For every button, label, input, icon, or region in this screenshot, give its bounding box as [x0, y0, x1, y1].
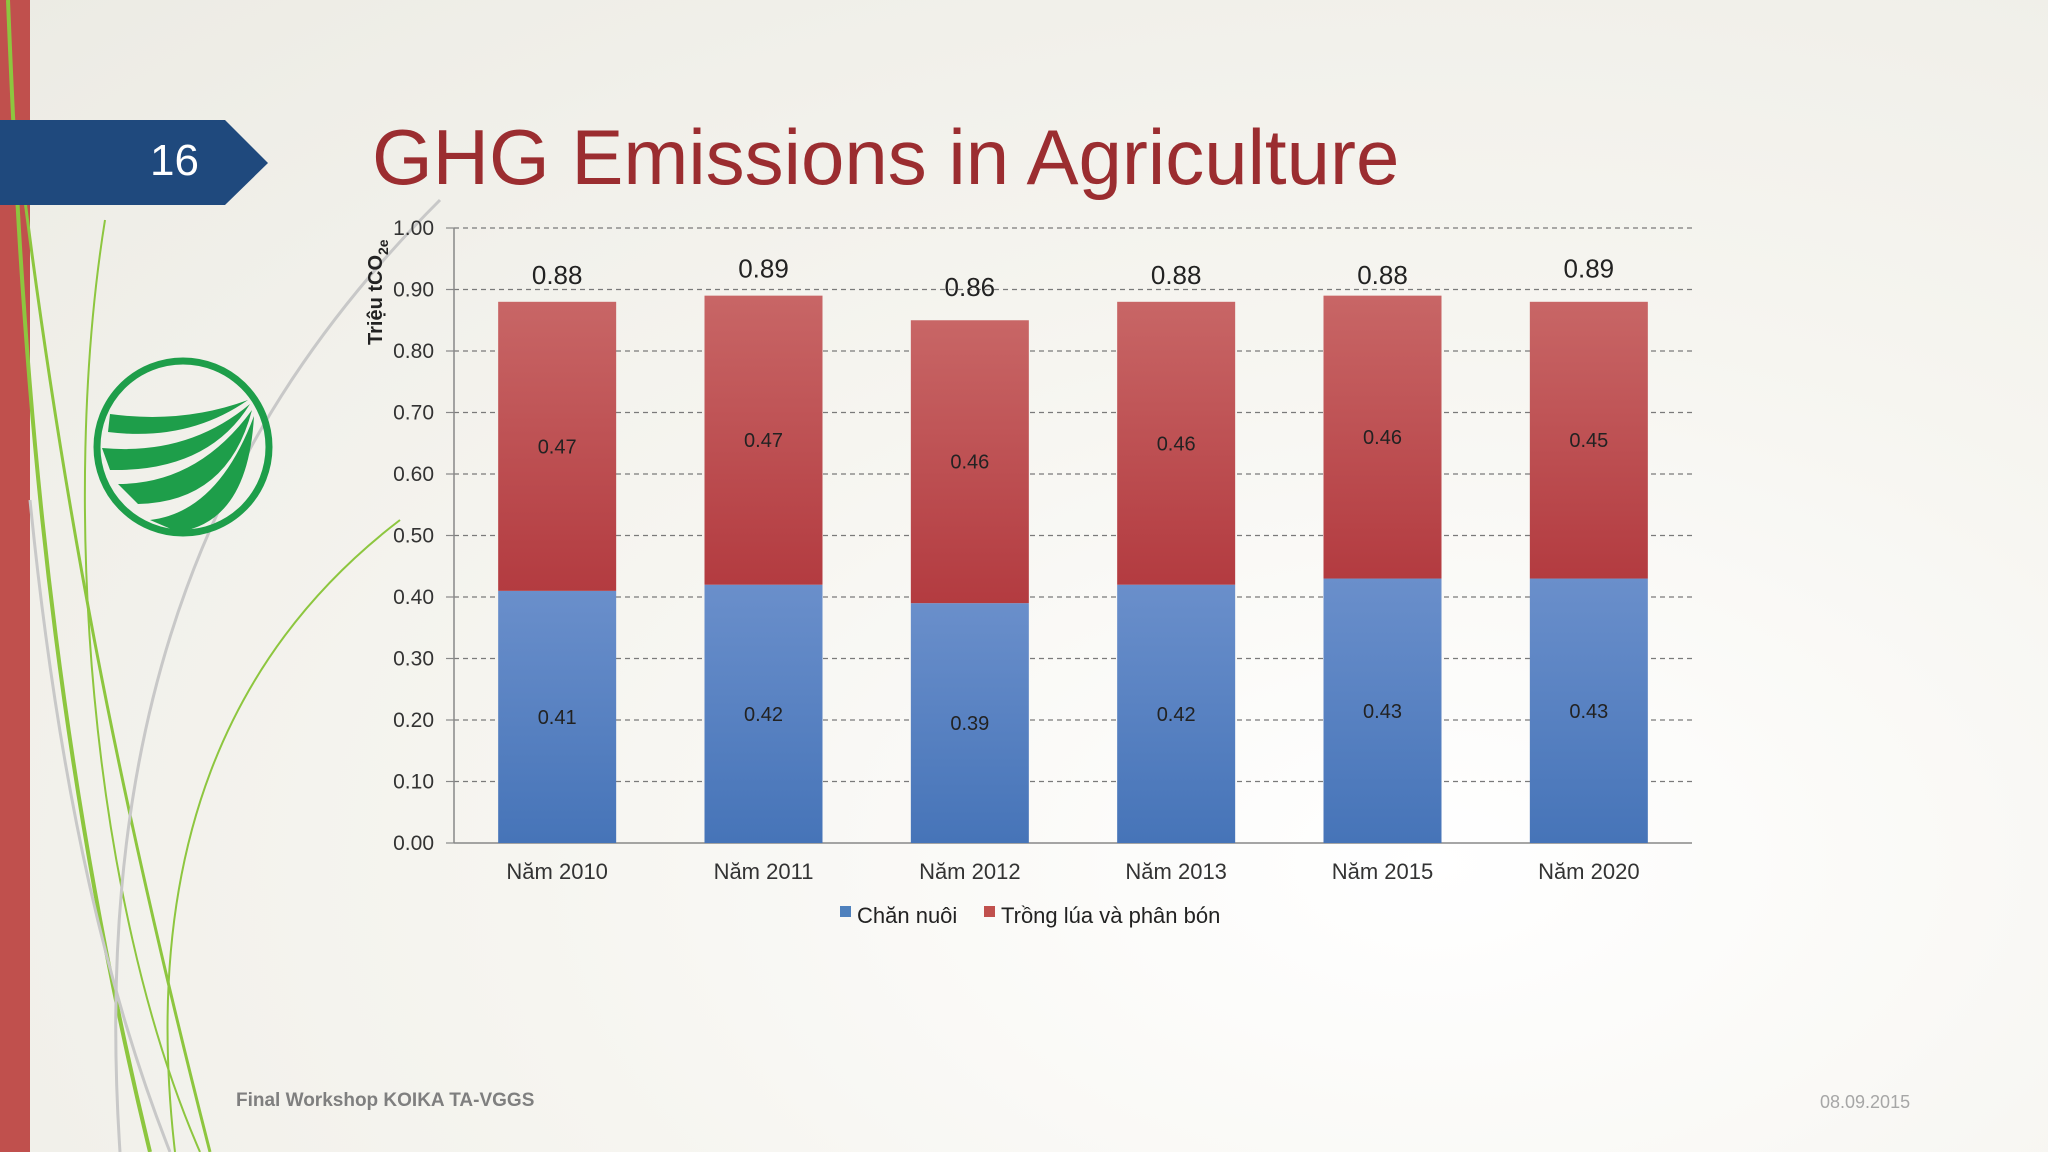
bar-trong-lua: [1117, 301, 1236, 585]
bar-trong-lua: [1529, 301, 1648, 579]
bar-value-label: 0.47: [744, 430, 783, 452]
y-tick-label: 0.00: [393, 832, 434, 855]
bar-total-label: 0.88: [1151, 260, 1202, 290]
bar-trong-lua: [1323, 295, 1442, 579]
bar-total-label: 0.89: [1564, 254, 1615, 284]
bar-total-label: 0.88: [1357, 260, 1408, 290]
x-tick-label: Năm 2011: [714, 859, 814, 884]
bar-trong-lua: [498, 301, 617, 591]
x-tick-label: Năm 2010: [506, 859, 608, 884]
x-tick-label: Năm 2013: [1125, 859, 1227, 884]
bar-trong-lua: [910, 320, 1029, 604]
bar-chan-nuoi: [1323, 578, 1442, 843]
x-tick-label: Năm 2012: [919, 859, 1021, 884]
x-tick-label: Năm 2015: [1332, 859, 1434, 884]
y-axis-label: Triệu tCO2e: [365, 239, 391, 345]
y-tick-label: 0.30: [393, 648, 434, 671]
bar-value-label: 0.42: [1157, 704, 1196, 726]
globe-leaf-logo-icon: [93, 357, 273, 537]
bar-trong-lua: [704, 295, 823, 585]
bar-chan-nuoi: [1529, 578, 1648, 843]
bar-chan-nuoi: [704, 584, 823, 843]
slide-number: 16: [150, 136, 199, 185]
bar-value-label: 0.39: [950, 713, 989, 735]
footer-workshop-name: Final Workshop KOIKA TA-VGGS: [236, 1090, 535, 1111]
y-tick-label: 0.70: [393, 402, 434, 425]
footer-date: 08.09.2015: [1820, 1092, 1911, 1112]
y-tick-label: 1.00: [393, 217, 434, 240]
legend-label: Chăn nuôi: [857, 903, 957, 928]
y-tick-label: 0.50: [393, 525, 434, 548]
bar-value-label: 0.41: [538, 707, 577, 729]
y-tick-label: 0.20: [393, 709, 434, 732]
bar-value-label: 0.46: [1157, 433, 1196, 455]
y-tick-label: 0.60: [393, 463, 434, 486]
y-tick-label: 0.80: [393, 340, 434, 363]
bar-chan-nuoi: [910, 603, 1029, 843]
bar-chan-nuoi: [498, 590, 617, 843]
slide-title: GHG Emissions in Agriculture: [372, 113, 1400, 201]
bar-value-label: 0.46: [950, 452, 989, 474]
bar-value-label: 0.42: [744, 704, 783, 726]
slide-number-tab: [0, 120, 268, 205]
bar-value-label: 0.47: [538, 436, 577, 458]
y-tick-label: 0.90: [393, 279, 434, 302]
bar-total-label: 0.88: [532, 260, 583, 290]
bar-value-label: 0.43: [1569, 701, 1608, 723]
bar-chan-nuoi: [1117, 584, 1236, 843]
bar-total-label: 0.89: [738, 254, 789, 284]
legend-label: Trồng lúa và phân bón: [1001, 903, 1220, 928]
bar-value-label: 0.46: [1363, 427, 1402, 449]
legend-swatch: [984, 906, 995, 917]
x-tick-label: Năm 2020: [1538, 859, 1640, 884]
y-tick-label: 0.10: [393, 771, 434, 794]
y-tick-label: 0.40: [393, 586, 434, 609]
legend-swatch: [840, 906, 851, 917]
bar-value-label: 0.45: [1569, 430, 1608, 452]
bar-value-label: 0.43: [1363, 701, 1402, 723]
bar-total-label: 0.86: [945, 272, 996, 302]
